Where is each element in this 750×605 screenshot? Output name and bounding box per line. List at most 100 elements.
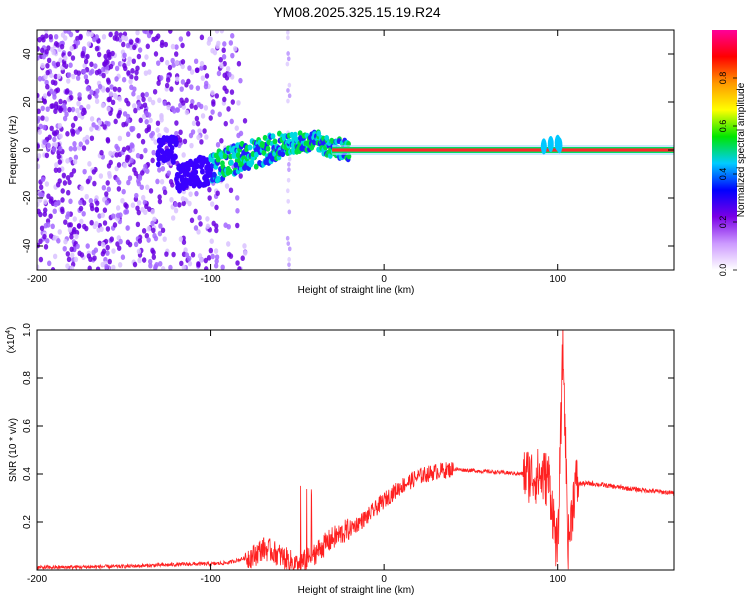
noise-cell <box>69 234 74 240</box>
noise-cell <box>116 113 121 119</box>
noise-cell <box>56 73 62 80</box>
y-tick-label: 40 <box>22 48 33 60</box>
noise-cell <box>65 158 70 164</box>
noise-cell <box>99 226 104 232</box>
noise-cell <box>122 62 127 69</box>
noise-cell <box>50 103 55 109</box>
noise-cell <box>62 245 67 252</box>
noise-cell <box>139 153 144 160</box>
noise-cell <box>208 115 213 121</box>
noise-cell <box>232 45 238 52</box>
noise-cell <box>236 60 242 67</box>
noise-cell <box>125 225 130 231</box>
ridge-cell <box>272 138 278 145</box>
noise-cell <box>89 202 94 209</box>
noise-cell <box>75 39 81 46</box>
noise-cell <box>178 36 184 42</box>
noise-cell <box>70 122 76 129</box>
noise-cell <box>135 221 141 228</box>
noise-cell <box>230 99 235 105</box>
x-tick-label: -100 <box>201 274 221 285</box>
noise-cell <box>135 205 140 212</box>
noise-cell <box>99 149 104 156</box>
spectrogram-x-axis-label: Height of straight line (km) <box>298 285 415 296</box>
noise-cell <box>129 125 134 132</box>
spike-cell <box>285 235 290 241</box>
noise-cell <box>179 260 184 267</box>
snr-series-line <box>37 330 674 570</box>
noise-cell <box>214 254 220 260</box>
noise-cell <box>101 241 106 248</box>
noise-cell <box>94 98 100 105</box>
noise-cell <box>227 71 232 78</box>
noise-cell <box>220 264 225 270</box>
noise-cell <box>106 79 111 85</box>
disturbance-cell <box>556 137 563 154</box>
x-tick-label: -200 <box>27 274 47 285</box>
noise-cell <box>148 117 153 124</box>
noise-cell <box>149 132 154 139</box>
noise-cell <box>143 209 148 216</box>
noise-cell <box>208 247 214 254</box>
noise-cell <box>37 242 41 249</box>
noise-cell <box>224 183 230 189</box>
noise-cell <box>199 139 204 145</box>
noise-cell <box>67 227 73 233</box>
noise-cell <box>143 163 148 170</box>
noise-cell <box>177 137 183 143</box>
noise-cell <box>44 33 49 39</box>
noise-cell <box>120 254 126 260</box>
noise-cell <box>179 97 184 104</box>
noise-cell <box>46 193 51 200</box>
noise-cell <box>38 238 43 245</box>
ridge-cell <box>193 169 199 176</box>
noise-cell <box>126 100 131 107</box>
noise-cell <box>213 248 219 254</box>
noise-cell <box>152 88 158 95</box>
noise-cell <box>42 93 48 99</box>
noise-cell <box>141 228 147 234</box>
noise-cell <box>71 73 76 80</box>
noise-cell <box>53 33 59 40</box>
noise-cell <box>107 258 112 265</box>
noise-cell <box>87 161 92 167</box>
noise-cell <box>211 220 216 227</box>
noise-cell <box>44 152 50 159</box>
noise-cell <box>202 128 207 134</box>
ridge-cell <box>173 141 179 148</box>
noise-cell <box>160 266 166 270</box>
noise-cell <box>146 237 151 243</box>
ridge-cell <box>280 151 286 158</box>
snr-multiplier-exponent: 4 <box>5 330 12 334</box>
noise-cell <box>222 41 227 47</box>
noise-cell <box>100 102 106 109</box>
noise-cell <box>40 62 45 69</box>
noise-cell <box>181 200 186 207</box>
noise-cell <box>37 143 40 150</box>
noise-cell <box>110 50 115 57</box>
noise-cell <box>105 244 110 251</box>
ridge-cell <box>220 160 225 167</box>
noise-cell <box>210 109 215 115</box>
noise-cell <box>210 201 215 207</box>
noise-cell <box>85 178 91 185</box>
noise-cell <box>101 72 106 79</box>
noise-cell <box>52 253 58 260</box>
ridge-cell <box>297 130 303 137</box>
noise-cell <box>81 68 87 75</box>
noise-cell <box>44 30 49 34</box>
noise-cell <box>75 129 80 135</box>
noise-cell <box>196 101 201 108</box>
noise-cell <box>142 102 148 108</box>
noise-cell <box>240 255 245 262</box>
noise-cell <box>158 223 163 229</box>
noise-cell <box>191 120 197 127</box>
noise-cell <box>188 132 194 139</box>
noise-cell <box>85 53 90 60</box>
noise-cell <box>140 138 146 145</box>
noise-cell <box>162 236 167 242</box>
noise-cell <box>58 145 63 152</box>
colorbar: 0.0 0.2 0.4 0.6 0.8 Normalized spectral ampl… <box>712 30 747 276</box>
noise-cell <box>105 180 110 186</box>
